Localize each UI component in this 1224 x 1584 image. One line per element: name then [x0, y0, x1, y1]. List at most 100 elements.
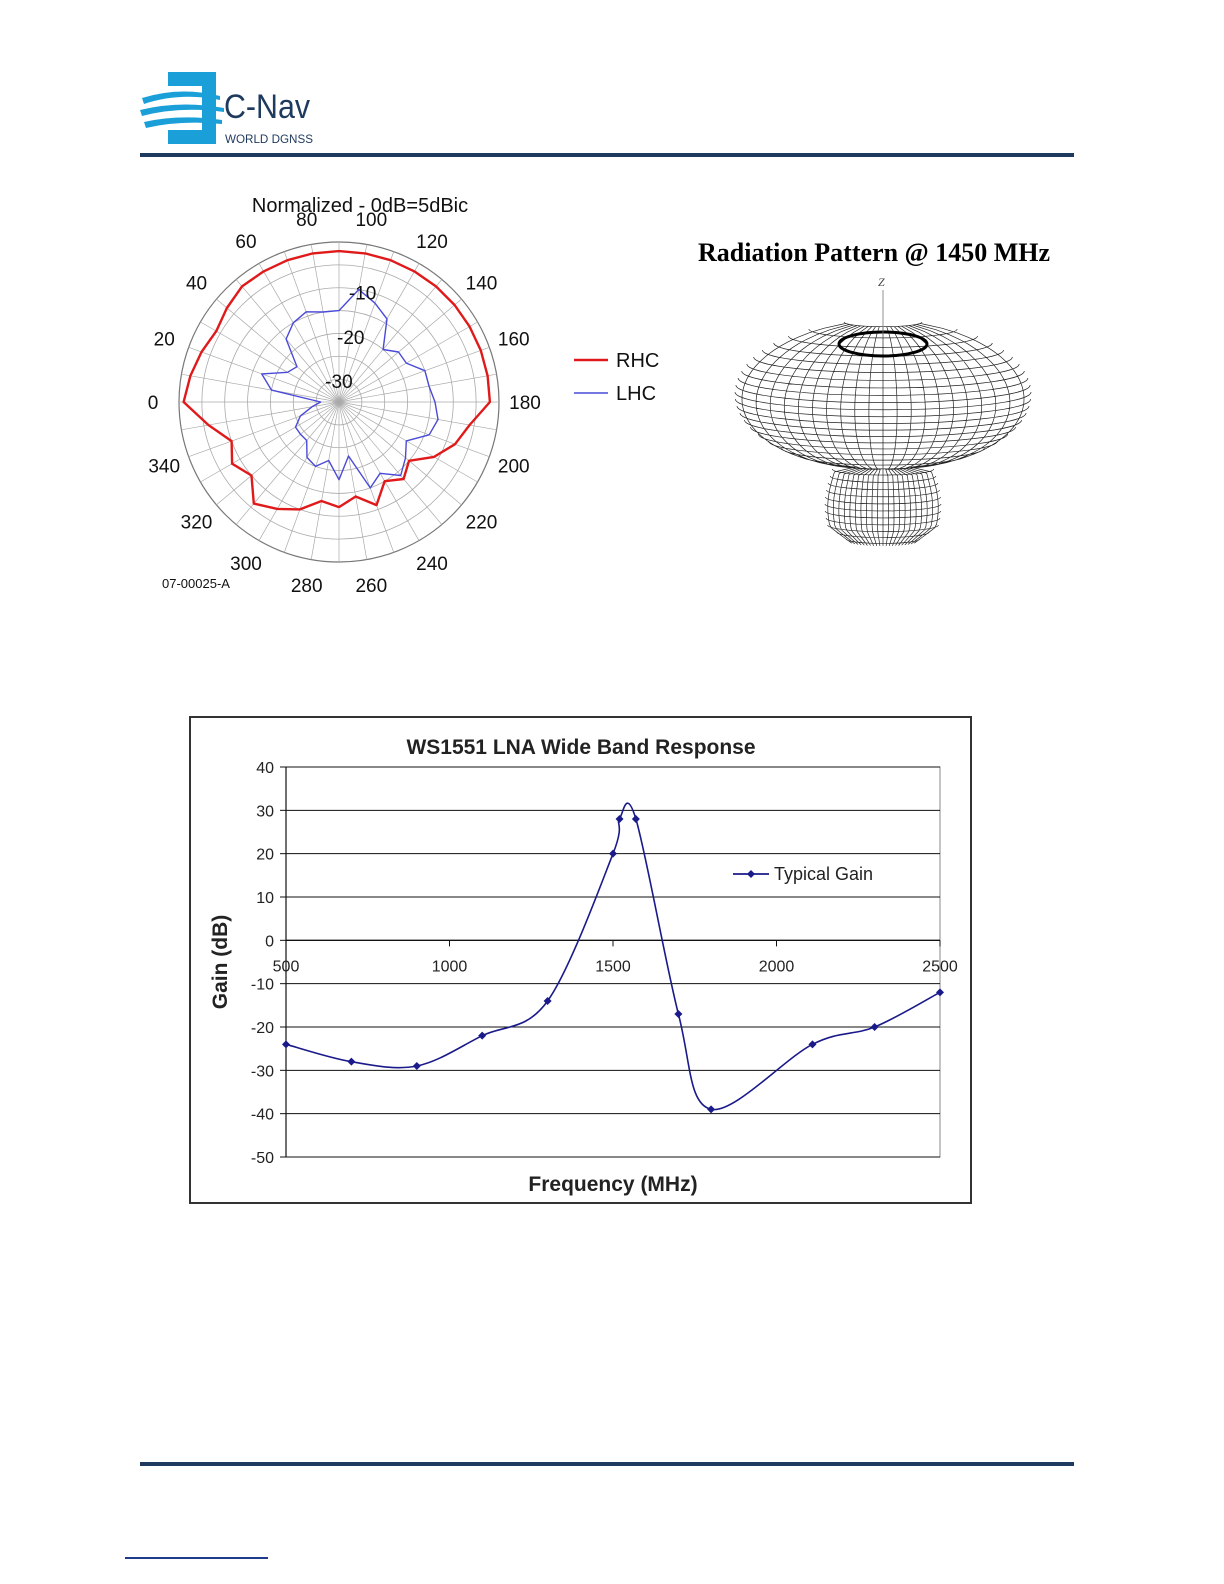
- gain-legend-label: Typical Gain: [774, 864, 873, 884]
- y-tick-label: 10: [256, 890, 274, 907]
- polar-spoke: [200, 401, 340, 483]
- polar-spoke: [338, 244, 368, 403]
- polar-spoke: [338, 279, 443, 403]
- polar-spoke: [338, 298, 462, 403]
- polar-spoke: [338, 401, 443, 525]
- gain-point: [631, 815, 640, 823]
- polar-angle-tick: 20: [154, 329, 175, 350]
- polar-spoke: [181, 373, 340, 403]
- footer-rule: [140, 1462, 1074, 1466]
- polar-angle-tick: 60: [235, 232, 256, 253]
- gain-xlabel: Frequency (MHz): [528, 1173, 697, 1196]
- gain-point: [543, 997, 552, 1005]
- gain-legend-marker: [747, 870, 755, 878]
- polar-spoke: [188, 401, 340, 458]
- figure-label: 07-00025-A: [162, 576, 230, 591]
- polar-spoke: [283, 251, 340, 403]
- polar-angle-tick: 40: [186, 273, 207, 294]
- polar-spoke: [338, 321, 478, 403]
- gain-point: [282, 1040, 290, 1049]
- gain-line-chart: WS1551 LNA Wide Band Response 40 30 20 10 0 -…: [189, 716, 972, 1204]
- polar-title: Normalized - 0dB=5dBic: [252, 195, 468, 217]
- polar-spoke: [216, 401, 340, 506]
- polar-spoke: [235, 279, 340, 403]
- polar-angle-tick: 220: [466, 513, 498, 534]
- polar-spoke: [338, 401, 490, 458]
- polar-angle-tick: 120: [416, 232, 448, 253]
- y-tick-label: -40: [251, 1107, 274, 1124]
- polar-series-rhc: [182, 249, 492, 511]
- polar-spoke: [200, 321, 340, 403]
- x-tick-label: 1500: [595, 958, 631, 975]
- gain-point: [347, 1057, 356, 1066]
- polar-spoke: [338, 401, 478, 483]
- y-tick-label: 0: [265, 933, 274, 950]
- polar-chart: Normalized - 0dB=5dBic 0 20 40 60 80 100 120 14…: [148, 195, 541, 597]
- polar-angle-tick: 280: [291, 576, 323, 597]
- polar-spoke: [258, 401, 340, 541]
- polar-angle-tick: 340: [148, 457, 180, 478]
- polar-radial-tick: -10: [349, 284, 376, 305]
- gain-point: [615, 815, 624, 823]
- polar-angle-tick: 80: [296, 210, 317, 231]
- logo-swoosh-icon: [140, 72, 224, 144]
- polar-angle-tick: 0: [148, 393, 159, 414]
- polar-spoke: [338, 373, 497, 403]
- polar-spoke: [258, 263, 340, 403]
- logo-tagline: WORLD DGNSS: [225, 132, 313, 146]
- polar-angle-tick: 240: [416, 554, 448, 575]
- y-tick-label: -30: [251, 1063, 274, 1080]
- polar-angle-tick: 320: [181, 513, 213, 534]
- polar-spoke: [188, 346, 340, 403]
- gain-chart-title: WS1551 LNA Wide Band Response: [406, 736, 755, 759]
- gain-point: [609, 849, 617, 858]
- polar-angle-tick: 260: [355, 576, 387, 597]
- polar-series-lhc: [260, 288, 439, 489]
- polar-angle-tick: 300: [230, 554, 262, 575]
- polar-angle-tick: 100: [355, 210, 387, 231]
- y-tick-label: -10: [251, 977, 274, 994]
- y-tick-label: -50: [251, 1150, 274, 1167]
- z-axis-label: Z: [878, 275, 885, 289]
- polar-spoke: [283, 401, 340, 553]
- polar-spoke: [338, 263, 420, 403]
- y-tick-label: 40: [256, 760, 274, 777]
- gain-ylabel: Gain (dB): [209, 915, 232, 1010]
- polar-spoke: [338, 401, 395, 553]
- gain-point: [412, 1062, 421, 1070]
- polar-spoke: [216, 298, 340, 403]
- y-tick-label: 20: [256, 847, 274, 864]
- x-tick-label: 2500: [922, 958, 958, 975]
- polar-spoke: [338, 401, 368, 560]
- polar-spoke: [338, 346, 490, 403]
- gain-point: [870, 1023, 879, 1031]
- gain-point: [936, 988, 944, 997]
- logo-name: C-Nav: [224, 88, 310, 126]
- polar-spoke: [338, 401, 420, 541]
- gain-point: [707, 1105, 716, 1114]
- gain-point: [674, 1010, 683, 1018]
- x-tick-label: 1000: [432, 958, 468, 975]
- polar-spoke: [310, 244, 340, 403]
- legend-lhc-label: LHC: [616, 383, 656, 405]
- polar-angle-tick: 200: [498, 457, 530, 478]
- x-tick-label: 500: [273, 958, 300, 975]
- chart-frame: [189, 716, 972, 1204]
- polar-legend: RHC LHC: [574, 350, 659, 405]
- polar-spoke: [338, 401, 462, 506]
- typical-gain-line: [285, 802, 941, 1111]
- polar-spoke: [310, 401, 340, 560]
- footer-underline: [125, 1557, 268, 1559]
- radiation-pattern-title: Radiation Pattern @ 1450 MHz: [698, 238, 1051, 267]
- radiation-pattern-mesh: Z: [734, 275, 1032, 547]
- gain-point: [478, 1031, 487, 1040]
- polar-radial-tick: -30: [325, 372, 352, 393]
- y-tick-label: 30: [256, 803, 274, 820]
- gain-legend: Typical Gain: [733, 864, 873, 884]
- x-tick-label: 2000: [759, 958, 795, 975]
- polar-spoke: [338, 251, 395, 403]
- header-rule: [140, 153, 1074, 157]
- y-tick-label: -20: [251, 1020, 274, 1037]
- company-logo: C-Nav WORLD DGNSS: [140, 72, 313, 146]
- legend-rhc-label: RHC: [616, 350, 659, 372]
